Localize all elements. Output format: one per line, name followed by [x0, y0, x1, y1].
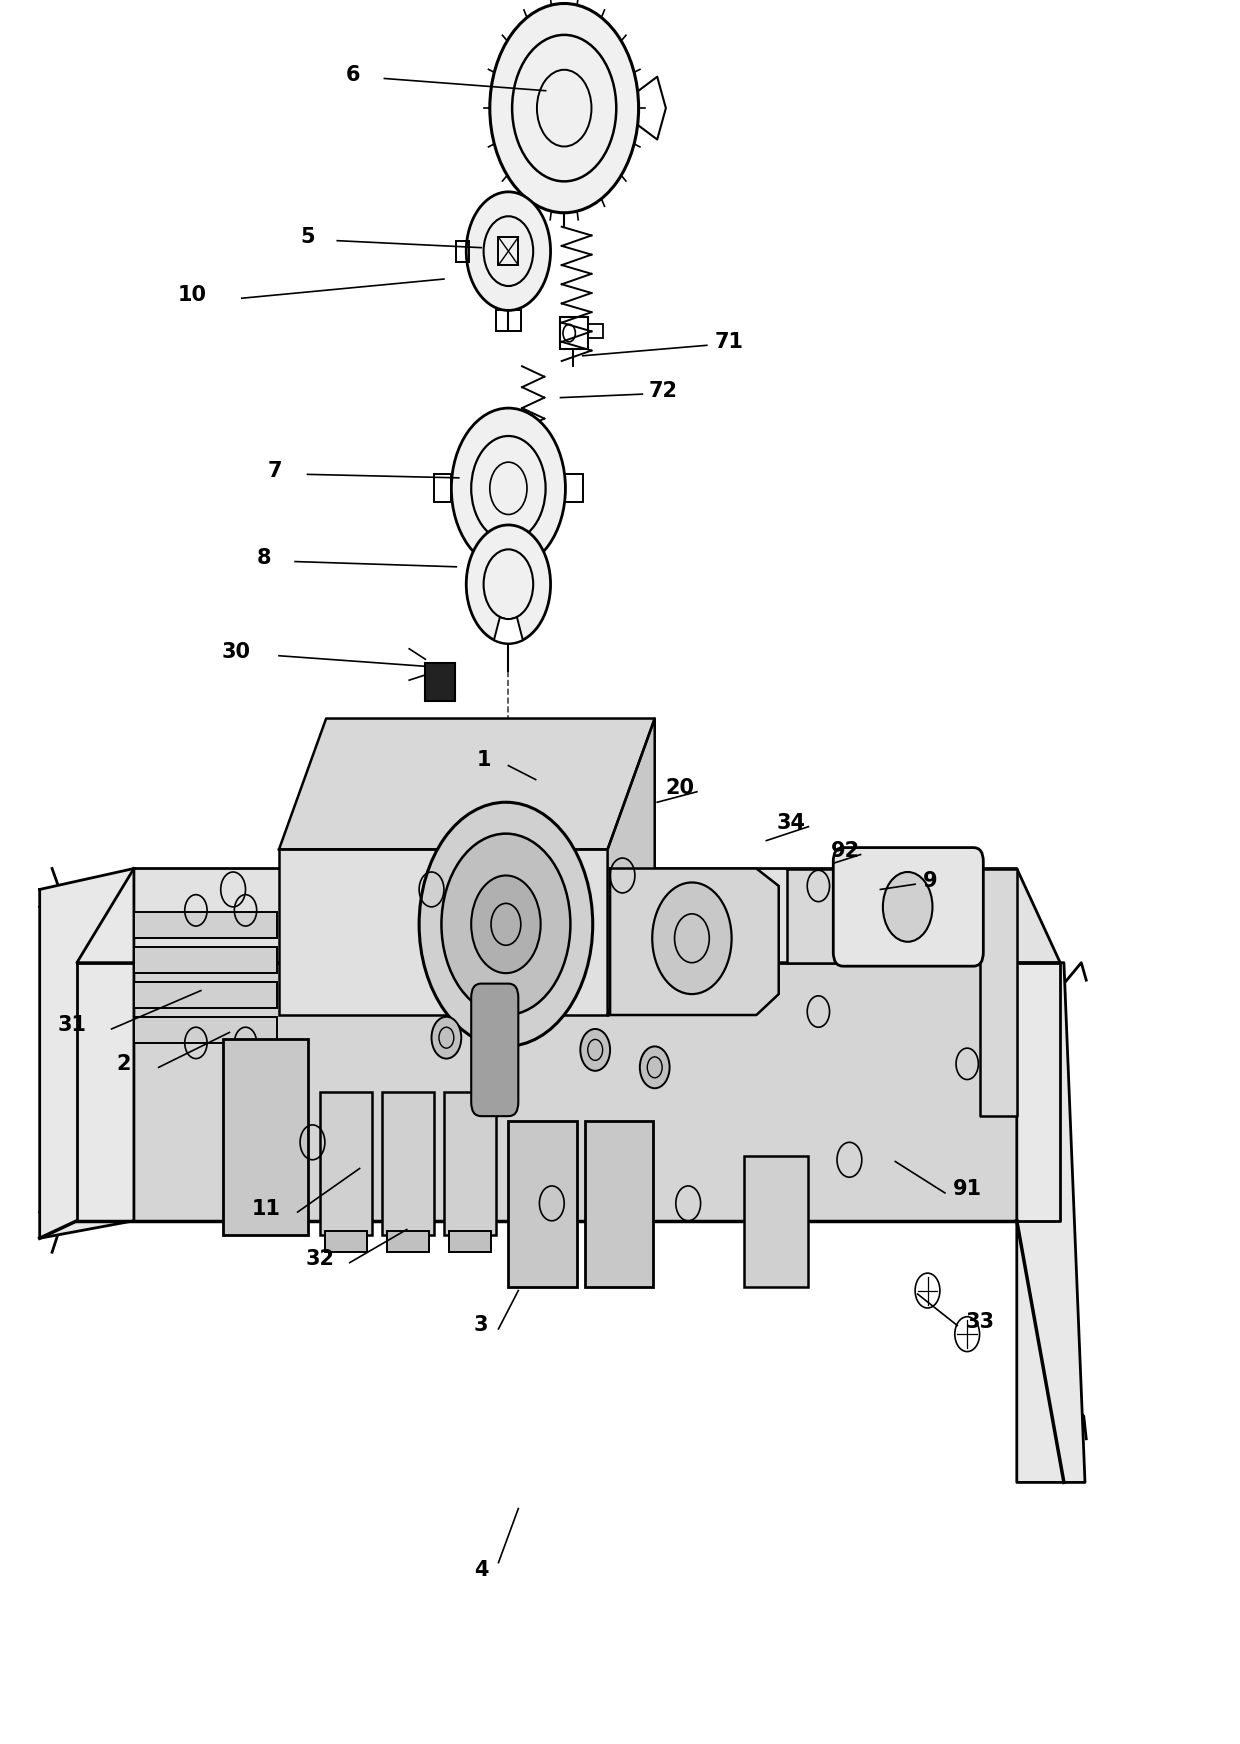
FancyBboxPatch shape [471, 984, 518, 1116]
FancyBboxPatch shape [444, 1092, 496, 1235]
Text: 32: 32 [305, 1249, 335, 1270]
Text: 7: 7 [268, 460, 283, 481]
Polygon shape [1017, 963, 1085, 1482]
Text: 11: 11 [252, 1198, 281, 1219]
Polygon shape [279, 719, 655, 849]
Polygon shape [40, 869, 134, 1238]
Text: 6: 6 [346, 65, 361, 85]
Circle shape [580, 1029, 610, 1071]
Circle shape [640, 1046, 670, 1088]
FancyBboxPatch shape [223, 1039, 308, 1235]
Text: 5: 5 [300, 227, 315, 248]
FancyBboxPatch shape [320, 1092, 372, 1235]
FancyBboxPatch shape [134, 912, 277, 938]
FancyBboxPatch shape [134, 982, 277, 1008]
FancyBboxPatch shape [585, 1121, 653, 1287]
Polygon shape [608, 719, 655, 1015]
FancyBboxPatch shape [279, 849, 608, 1015]
FancyBboxPatch shape [134, 947, 277, 973]
Circle shape [466, 192, 551, 310]
Text: 8: 8 [257, 548, 272, 569]
FancyBboxPatch shape [744, 1156, 808, 1287]
Polygon shape [610, 869, 779, 1015]
Text: 10: 10 [177, 284, 207, 305]
Circle shape [451, 408, 565, 569]
Text: 91: 91 [952, 1179, 982, 1200]
Text: 9: 9 [923, 870, 937, 891]
Circle shape [441, 834, 570, 1015]
Text: 1: 1 [476, 750, 491, 771]
FancyBboxPatch shape [325, 1231, 367, 1252]
Circle shape [432, 1017, 461, 1059]
Text: 20: 20 [665, 778, 694, 799]
Circle shape [419, 802, 593, 1046]
FancyBboxPatch shape [387, 1231, 429, 1252]
Circle shape [652, 882, 732, 994]
Polygon shape [77, 963, 1060, 1221]
Text: 4: 4 [474, 1559, 489, 1580]
Circle shape [466, 525, 551, 644]
FancyBboxPatch shape [382, 1092, 434, 1235]
FancyBboxPatch shape [449, 1231, 491, 1252]
Text: 33: 33 [965, 1311, 994, 1332]
Circle shape [883, 872, 932, 942]
Polygon shape [787, 869, 1017, 1116]
FancyBboxPatch shape [508, 1121, 577, 1287]
FancyBboxPatch shape [833, 848, 983, 966]
FancyBboxPatch shape [134, 1017, 277, 1043]
FancyBboxPatch shape [425, 663, 455, 701]
Text: 34: 34 [776, 813, 806, 834]
Polygon shape [77, 869, 1060, 963]
Text: 2: 2 [117, 1053, 131, 1074]
Text: 30: 30 [221, 642, 250, 663]
Text: 71: 71 [714, 331, 744, 352]
Circle shape [471, 875, 541, 973]
Text: 72: 72 [649, 380, 678, 401]
Text: 31: 31 [57, 1015, 87, 1036]
Text: 3: 3 [474, 1315, 489, 1336]
Circle shape [490, 3, 639, 213]
Text: 92: 92 [831, 841, 861, 862]
Wedge shape [494, 617, 523, 644]
